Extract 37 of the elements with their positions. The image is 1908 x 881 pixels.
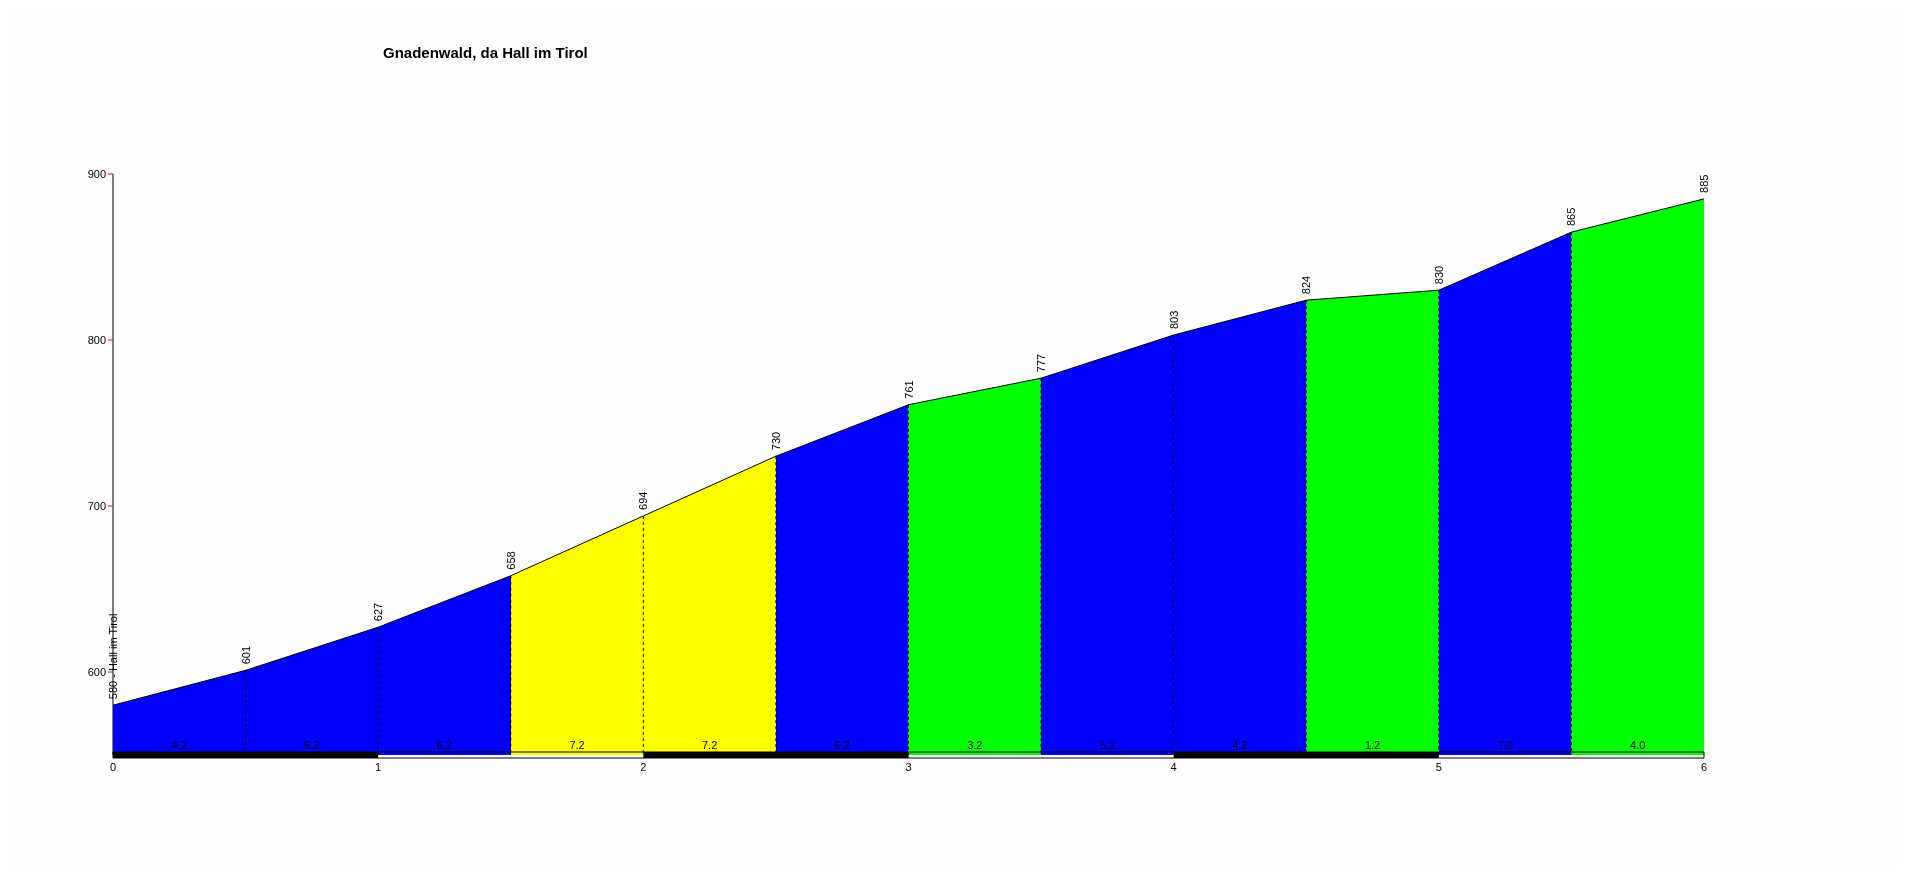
data-label: 601 — [239, 645, 252, 665]
data-label: 694 — [637, 491, 650, 510]
x-tick-label: 3 — [905, 760, 912, 773]
data-label: 580 - Hall im Tirol — [107, 613, 119, 700]
y-tick-label: 600 — [87, 665, 106, 678]
x-tick-label: 5 — [1435, 760, 1442, 773]
data-label: 627 — [372, 602, 385, 622]
annotation: 3.2 — [967, 739, 983, 751]
data-label: 803 — [1167, 310, 1180, 330]
data-label: 830 — [1432, 265, 1445, 285]
annotation: 7.2 — [569, 739, 585, 751]
data-label: 658 — [504, 551, 517, 570]
x-tick-label: 4 — [1170, 760, 1177, 773]
data-label: 777 — [1035, 353, 1048, 373]
data-label: 885 — [1698, 174, 1710, 193]
annotation: 4.2 — [1232, 739, 1248, 751]
annotation: 7.0 — [1497, 739, 1513, 751]
data-label: 824 — [1300, 275, 1313, 295]
y-tick-label: 700 — [87, 499, 106, 512]
annotation: 5.2 — [304, 739, 320, 751]
annotation: 6.2 — [834, 739, 850, 751]
annotation: 1.2 — [1364, 739, 1381, 751]
chart-title: Gnadenwald, da Hall im Tirol — [383, 44, 588, 61]
data-label: 761 — [902, 380, 915, 399]
annotation: 4.2 — [171, 739, 187, 751]
y-tick-label: 900 — [87, 167, 106, 180]
annotation: 6.2 — [436, 739, 453, 751]
data-label: 730 — [769, 431, 782, 451]
annotation: 4.0 — [1630, 739, 1646, 751]
x-tick-label: 1 — [375, 760, 382, 773]
annotation: 7.2 — [701, 739, 718, 751]
annotation: 5.2 — [1099, 739, 1116, 751]
data-label: 865 — [1565, 207, 1578, 227]
y-tick-label: 800 — [87, 333, 106, 346]
x-tick-label: 0 — [109, 760, 117, 773]
x-tick-label: 6 — [1700, 760, 1708, 773]
x-tick-label: 2 — [640, 760, 647, 773]
